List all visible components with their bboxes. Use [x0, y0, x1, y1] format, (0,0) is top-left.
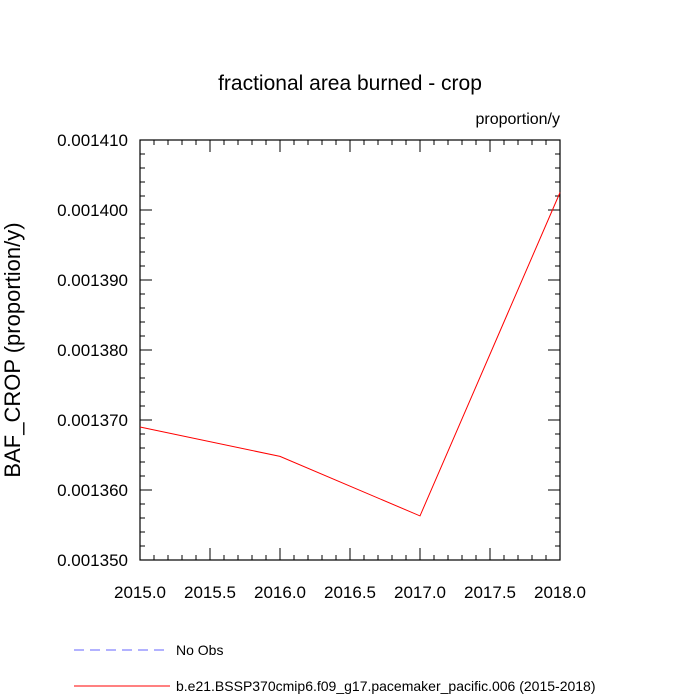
y-tick-label: 0.001370 — [57, 411, 128, 430]
x-tick-label: 2015.0 — [114, 583, 166, 602]
legend-label-1: b.e21.BSSP370cmip6.f09_g17.pacemaker_pac… — [176, 678, 596, 694]
y-tick-label: 0.001350 — [57, 551, 128, 570]
y-tick-label: 0.001410 — [57, 131, 128, 150]
x-tick-label: 2017.5 — [464, 583, 516, 602]
x-tick-label: 2018.0 — [534, 583, 586, 602]
y-tick-label: 0.001380 — [57, 341, 128, 360]
legend: No Obs b.e21.BSSP370cmip6.f09_g17.pacemak… — [74, 642, 596, 694]
plot-frame — [139, 139, 561, 561]
units-label: proportion/y — [476, 111, 561, 128]
legend-label-0: No Obs — [176, 642, 223, 658]
chart-title: fractional area burned - crop — [218, 72, 482, 95]
x-tick-label: 2015.5 — [184, 583, 236, 602]
y-tick-label: 0.001390 — [57, 271, 128, 290]
x-tick-label: 2016.5 — [324, 583, 376, 602]
axis-ticks: 2015.0 2015.5 2016.0 2016.5 2017.0 2017.5 2018… — [57, 131, 586, 602]
y-axis-label: BAF_CROP (proportion/y) — [0, 222, 25, 477]
series-line-0 — [139, 192, 561, 517]
x-tick-label: 2016.0 — [254, 583, 306, 602]
y-tick-label: 0.001400 — [57, 201, 128, 220]
x-tick-label: 2017.0 — [394, 583, 446, 602]
series-group — [139, 192, 561, 517]
y-tick-label: 0.001360 — [57, 481, 128, 500]
